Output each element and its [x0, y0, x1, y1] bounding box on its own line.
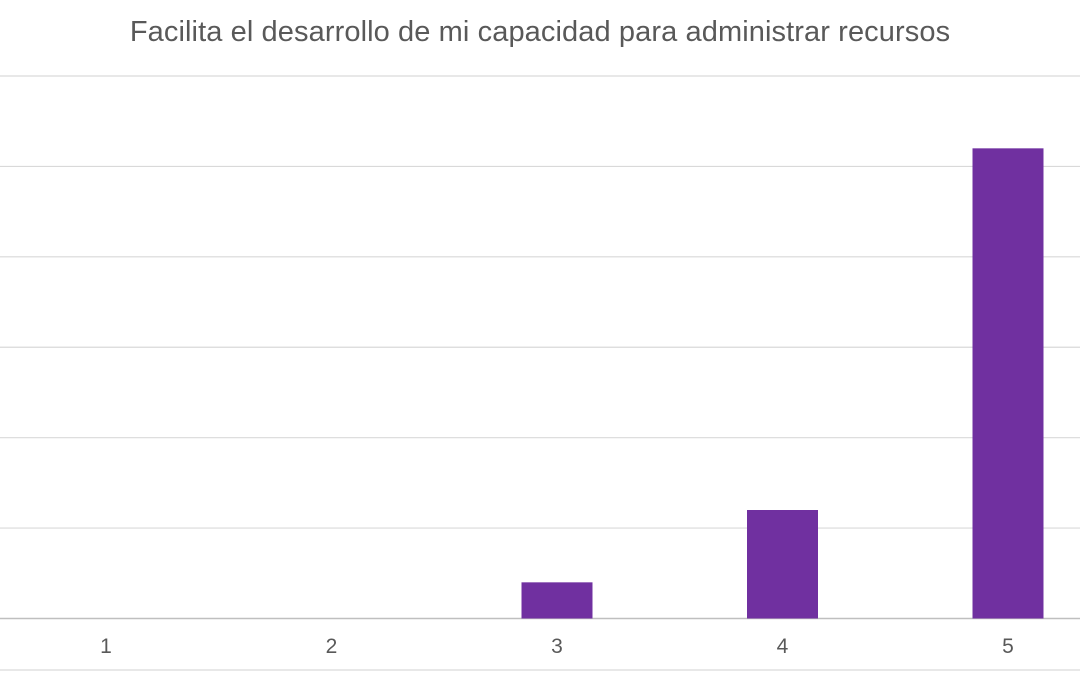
- x-tick-label: 4: [777, 635, 789, 658]
- x-tick-label: 1: [100, 635, 112, 658]
- chart-title: Facilita el desarrollo de mi capacidad p…: [129, 16, 951, 48]
- bars: [521, 148, 1044, 619]
- bar-3: [521, 582, 593, 619]
- x-tick-label: 3: [551, 635, 563, 658]
- bar-4: [747, 510, 818, 619]
- x-tick-label: 5: [1002, 635, 1014, 658]
- x-tick-label: 2: [326, 635, 338, 658]
- bar-5: [972, 148, 1044, 619]
- x-axis-ticks: 1 2 3 4 5: [100, 635, 1014, 658]
- gridlines: [0, 75, 1080, 671]
